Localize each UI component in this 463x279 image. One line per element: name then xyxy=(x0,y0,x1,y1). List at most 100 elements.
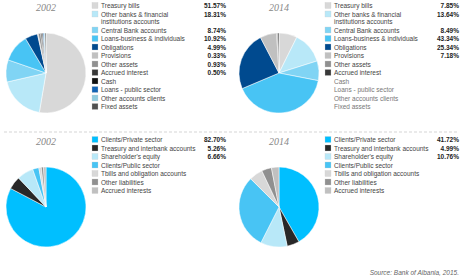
pie xyxy=(6,167,86,247)
legend-label: Other accounts clients xyxy=(101,95,166,102)
label-line: institutions accounts xyxy=(101,18,160,25)
label-line: Clients/Private sector xyxy=(334,136,396,143)
legend-swatch xyxy=(92,188,98,194)
label-line: Treasury bills xyxy=(101,2,140,10)
legend-swatch xyxy=(92,137,98,143)
label-line: Tbills and obligation accounts xyxy=(101,170,187,178)
pie-slice xyxy=(44,167,46,207)
legend-label: Shareholder's equity xyxy=(101,153,161,161)
pie-slice xyxy=(33,168,46,207)
label-line: Provisions xyxy=(101,52,132,59)
legend-label: Treasury and interbank accounts xyxy=(334,145,429,153)
legend-swatch xyxy=(92,171,98,177)
legend-swatch xyxy=(92,53,98,59)
chart-root: 2002Treasury bills51.57%Other banks & fi… xyxy=(0,0,463,279)
legend-label: Other banks & financial institutions acc… xyxy=(101,11,170,26)
pie-slice xyxy=(38,33,46,73)
label-line: Loans-business & individuals xyxy=(101,35,186,42)
legend-swatch xyxy=(325,70,331,76)
data-label: 8.74% xyxy=(208,27,227,34)
legend-label: Clients/Private sector xyxy=(334,136,396,143)
legend-label: Other liabilities xyxy=(334,179,377,186)
legend-swatch xyxy=(325,61,331,67)
pie xyxy=(239,167,319,247)
data-label: 7.18% xyxy=(441,52,460,59)
legend-swatch xyxy=(325,11,331,17)
label-line: Fixed assets xyxy=(101,103,138,110)
legend-swatch xyxy=(92,44,98,50)
data-label: 25.34% xyxy=(437,44,459,51)
data-label: 6.66% xyxy=(208,153,227,160)
data-label: 0.33% xyxy=(208,52,227,59)
pie-slice xyxy=(39,167,46,207)
label-line: Treasury bills xyxy=(334,2,373,10)
legend-swatch xyxy=(92,3,98,9)
label-line: Cash xyxy=(101,78,117,85)
label-line: Fixed assets xyxy=(334,103,371,110)
pie-slice xyxy=(26,34,46,73)
label-line: Shareholder's equity xyxy=(334,153,394,161)
data-label: 10.76% xyxy=(437,153,459,160)
legend-label: Tbills and obligation accounts xyxy=(101,170,187,178)
data-label: 13.64% xyxy=(437,11,459,18)
label-line: Loans - public sector xyxy=(334,86,395,94)
pie-slice xyxy=(271,167,279,207)
legend-label: Other assets xyxy=(334,61,372,68)
legend-label: Clients/Public sector xyxy=(101,162,161,169)
label-line: Accrued interest xyxy=(101,69,148,76)
label-line: Other liabilities xyxy=(334,179,377,186)
data-label: 43.34% xyxy=(437,35,459,42)
pie-slice xyxy=(277,33,279,73)
annotation: Other accounts clients xyxy=(334,95,399,102)
legend: Clients/Private sector41.72%Treasury and… xyxy=(325,136,459,194)
legend-label: Central Bank accounts xyxy=(334,27,400,34)
legend-label: Clients/Public sector xyxy=(334,162,394,169)
label-line: Other accounts clients xyxy=(334,95,399,102)
legend-label: Obligations xyxy=(101,44,134,52)
data-label: 82.70% xyxy=(204,136,226,143)
pie-slice xyxy=(6,167,86,247)
pie-panel: 2002Clients/Private sector82.70%Treasury… xyxy=(6,136,226,247)
pie-slice xyxy=(41,167,46,207)
pie-title: 2014 xyxy=(269,2,289,13)
pie-title: 2014 xyxy=(269,136,289,147)
legend-label: Other liabilities xyxy=(101,179,144,186)
legend-label: Clients/Private sector xyxy=(101,136,163,143)
legend-swatch xyxy=(92,70,98,76)
label-line: Accrued interests xyxy=(334,187,385,194)
label-line: Loans-business & individuals xyxy=(334,35,419,42)
legend-swatch xyxy=(92,162,98,168)
label-line: Other liabilities xyxy=(101,179,144,186)
label-line: Central Bank accounts xyxy=(101,27,167,34)
data-label: 5.26% xyxy=(208,145,227,152)
legend-swatch xyxy=(92,11,98,17)
label-line: Tbills and obligation accounts xyxy=(334,170,420,178)
legend-swatch xyxy=(92,78,98,84)
legend: Clients/Private sector82.70%Treasury and… xyxy=(92,136,226,194)
legend: Treasury bills7.85%Other banks & financi… xyxy=(325,2,459,110)
legend-swatch xyxy=(325,145,331,151)
legend-swatch xyxy=(92,104,98,110)
legend-swatch xyxy=(325,53,331,59)
legend-label: Accrued interests xyxy=(334,187,385,194)
legend-swatch xyxy=(325,154,331,160)
label-line: institutions accounts xyxy=(334,18,393,25)
label-line: Other assets xyxy=(101,61,139,68)
label-line: Provisions xyxy=(334,52,365,59)
data-label: 7.85% xyxy=(441,2,460,9)
label-line: Other accounts clients xyxy=(101,95,166,102)
legend-label: Fixed assets xyxy=(101,103,138,110)
legend-swatch xyxy=(92,27,98,33)
pie-panel: 2014 Clients/Private sector41.72%Treasury… xyxy=(239,136,459,247)
data-label: 8.49% xyxy=(441,27,460,34)
legend-swatch xyxy=(92,87,98,93)
label-line: Obligations xyxy=(334,44,367,52)
data-label: 4.99% xyxy=(441,145,460,152)
label-line: Cash xyxy=(334,78,350,85)
legend-swatch xyxy=(92,61,98,67)
label-line: Accrued interest xyxy=(334,69,381,76)
label-line: Loans - public sector xyxy=(101,86,162,94)
annotation: Cash xyxy=(334,78,350,85)
data-label: 51.57% xyxy=(204,2,226,9)
legend-label: Treasury bills xyxy=(101,2,140,10)
